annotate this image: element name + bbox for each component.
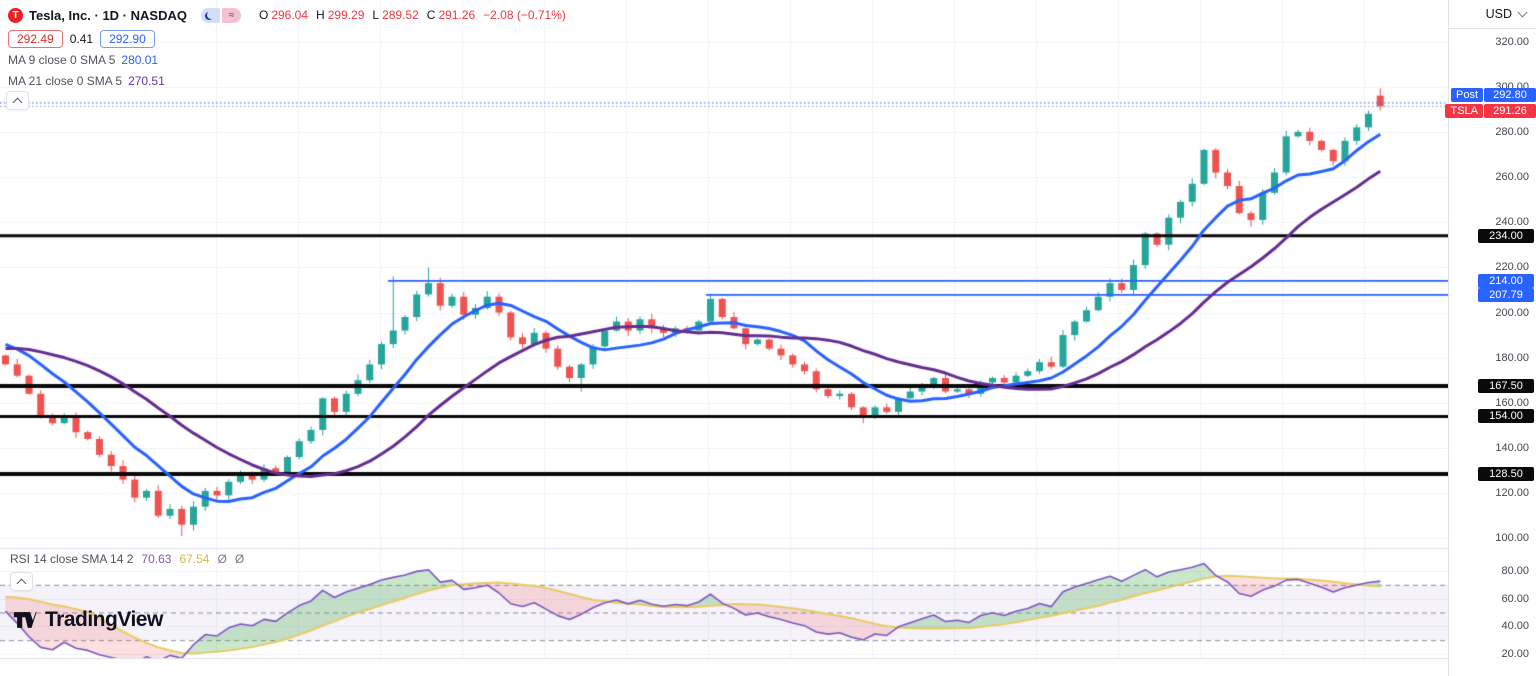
rsi-axis-tick: 20.00 xyxy=(1501,647,1529,660)
level-price-badge: 167.50 xyxy=(1478,378,1534,393)
post-market-price-tag-label: Post xyxy=(1450,88,1483,103)
price-axis-tick: 140.00 xyxy=(1495,441,1529,454)
last-price-tag-value: 291.26 xyxy=(1484,103,1536,118)
spread-value: 0.41 xyxy=(69,32,94,46)
price-axis-tick: 160.00 xyxy=(1495,396,1529,409)
rsi-axis-tick: 40.00 xyxy=(1501,620,1529,633)
price-axis[interactable]: USD 320.00 300.00 280.00 260.00 240.00 220.00… xyxy=(1445,0,1536,676)
currency-label: USD xyxy=(1485,7,1512,21)
rsi-axis-tick: 80.00 xyxy=(1501,565,1529,577)
level-price-badge: 234.00 xyxy=(1478,228,1534,243)
price-axis-tick: 200.00 xyxy=(1495,306,1529,319)
level-price-badge: 128.50 xyxy=(1478,466,1534,481)
rsi-legend: RSI 14 close SMA 14 2 70.63 67.54 Ø Ø xyxy=(10,552,244,566)
price-axis-tick: 100.00 xyxy=(1495,532,1529,545)
tradingview-mark-icon xyxy=(13,612,37,628)
level-price-badge: 154.00 xyxy=(1478,409,1534,424)
high-value: 299.29 xyxy=(327,8,365,22)
price-axis-tick: 280.00 xyxy=(1495,125,1529,138)
ma9-value: 280.01 xyxy=(121,53,159,67)
tesla-logo-icon: T xyxy=(8,7,23,23)
ma9-legend: MA 9 close 0 SMA 5 280.01 xyxy=(8,53,566,70)
ohlc-readout: O 296.04 H 299.29 L 289.52 C 291.26 −2.08 (−… xyxy=(259,8,566,22)
tradingview-wordmark: TradingView xyxy=(45,608,163,631)
alert-price-badge: 207.79 xyxy=(1478,287,1534,302)
bid-price-box[interactable]: 292.49 xyxy=(8,30,63,48)
post-market-price-tag: Post 292.80 xyxy=(1450,88,1536,103)
price-axis-tick: 260.00 xyxy=(1495,171,1529,184)
chevron-up-icon xyxy=(12,97,23,107)
high-label: H xyxy=(316,8,325,22)
change-value: −2.08 (−0.71%) xyxy=(483,8,566,22)
last-price-tag-label: TSLA xyxy=(1445,103,1483,118)
post-market-icon[interactable]: ≈ xyxy=(221,7,241,23)
rsi-pane-collapse-button[interactable] xyxy=(10,572,33,591)
rsi-axis-tick: 60.00 xyxy=(1501,592,1529,605)
crescent-icon xyxy=(207,11,215,19)
ask-price-box[interactable]: 292.90 xyxy=(100,30,155,48)
post-market-price-tag-value: 292.80 xyxy=(1484,88,1536,103)
rsi-sma-value: 67.54 xyxy=(179,552,210,566)
main-pane-collapse-button[interactable] xyxy=(6,91,29,110)
ma21-label: MA 21 close 0 SMA 5 xyxy=(8,74,123,88)
ma9-label: MA 9 close 0 SMA 5 xyxy=(8,53,116,67)
price-axis-tick: 220.00 xyxy=(1495,261,1529,274)
price-axis-tick: 240.00 xyxy=(1495,216,1529,229)
currency-selector[interactable]: USD xyxy=(1449,0,1536,29)
chevron-up-icon xyxy=(16,578,27,588)
price-axis-tick: 120.00 xyxy=(1495,487,1529,500)
close-label: C xyxy=(426,8,436,22)
close-value: 291.26 xyxy=(438,8,476,22)
alert-price-badge: 214.00 xyxy=(1478,273,1534,288)
chevron-down-icon xyxy=(1517,7,1528,18)
chart-title[interactable]: Tesla, Inc. · 1D · NASDAQ xyxy=(29,7,187,23)
ma21-value: 270.51 xyxy=(128,74,165,88)
rsi-value: 70.63 xyxy=(141,552,172,566)
open-label: O xyxy=(258,8,269,22)
low-value: 289.52 xyxy=(382,8,419,22)
last-price-tag: TSLA 291.26 xyxy=(1445,103,1536,118)
open-value: 296.04 xyxy=(271,8,309,22)
rsi-label: RSI 14 close SMA 14 2 xyxy=(10,552,134,566)
price-chart-canvas[interactable] xyxy=(0,0,1448,676)
price-axis-tick: 320.00 xyxy=(1495,35,1529,48)
market-closed-moon-icon[interactable] xyxy=(200,7,220,23)
tradingview-logo[interactable]: TradingView xyxy=(12,607,163,633)
market-status-pills[interactable]: ≈ xyxy=(200,7,241,23)
low-label: L xyxy=(372,8,380,22)
rsi-empty-value-2: Ø xyxy=(234,552,245,566)
price-axis-tick: 180.00 xyxy=(1495,351,1529,364)
ma21-legend: MA 21 close 0 SMA 5 270.51 xyxy=(8,74,566,91)
rsi-empty-value-1: Ø xyxy=(217,552,227,566)
